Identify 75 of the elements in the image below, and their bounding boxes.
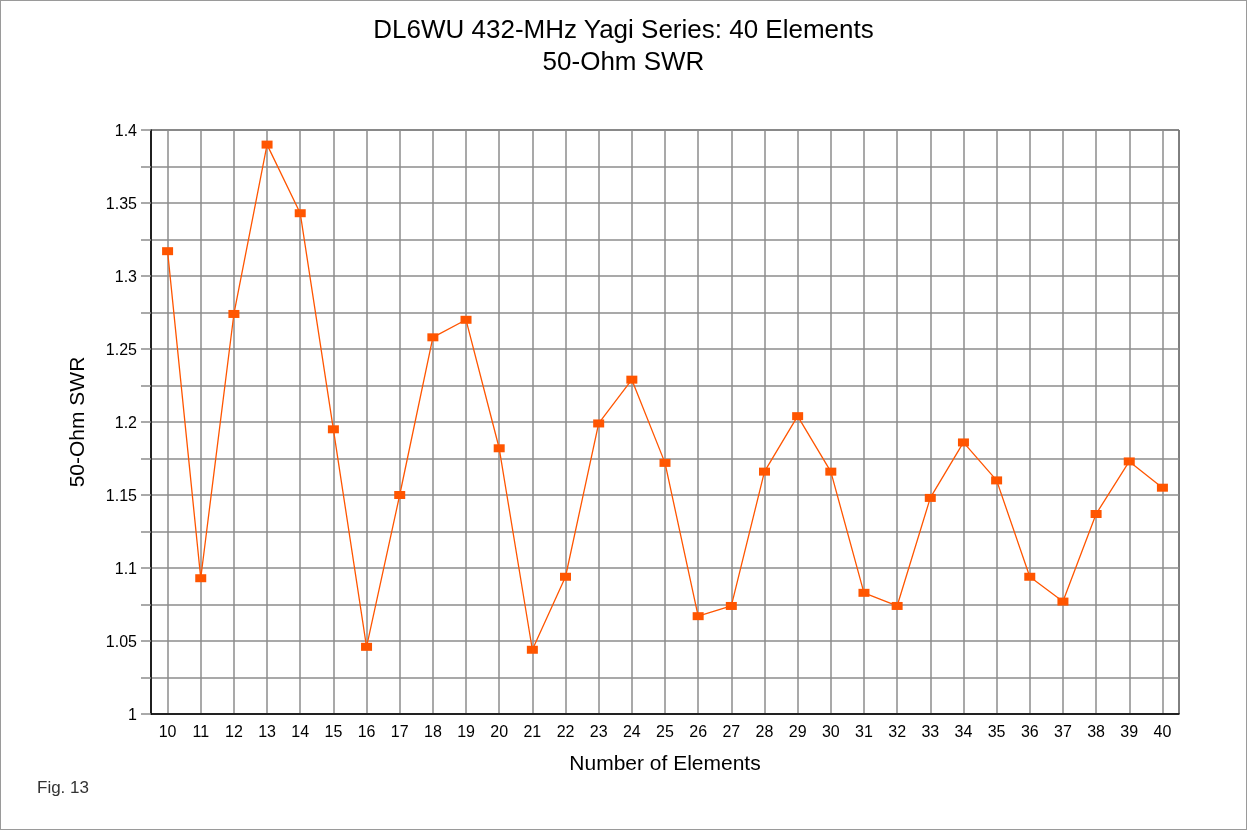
x-tick-label: 37 xyxy=(1054,722,1072,740)
point xyxy=(1123,457,1135,466)
point xyxy=(261,140,273,149)
y-tick-label: 1.15 xyxy=(105,486,138,504)
x-tick-label: 12 xyxy=(225,722,243,740)
x-tick-label: 27 xyxy=(722,722,741,740)
point xyxy=(228,309,240,318)
y-tick-label: 1.1 xyxy=(114,559,138,577)
x-tick-label: 20 xyxy=(490,722,509,740)
x-tick-label: 14 xyxy=(291,722,310,740)
y-tick-label: 1.2 xyxy=(114,413,138,431)
x-tick-label: 21 xyxy=(523,722,542,740)
point xyxy=(725,601,737,610)
x-tick-label: 38 xyxy=(1087,722,1106,740)
point xyxy=(1057,597,1069,606)
x-tick-label: 18 xyxy=(423,722,442,740)
point xyxy=(427,333,439,342)
x-tick-label: 35 xyxy=(987,722,1006,740)
point xyxy=(162,247,174,256)
y-tick-label: 1.05 xyxy=(105,632,138,650)
x-tick-label: 33 xyxy=(921,722,940,740)
point xyxy=(659,458,671,467)
x-tick-label: 39 xyxy=(1120,722,1139,740)
y-tick-label: 1.3 xyxy=(114,267,138,285)
x-tick-label: 24 xyxy=(622,722,641,740)
point xyxy=(1090,509,1102,518)
x-tick-label: 11 xyxy=(192,722,210,740)
point xyxy=(294,209,306,218)
x-axis-title: Number of Elements xyxy=(569,751,761,774)
point xyxy=(891,601,903,610)
x-tick-label: 30 xyxy=(821,722,840,740)
point xyxy=(195,574,207,583)
x-tick-label: 28 xyxy=(755,722,774,740)
y-tick-label: 1.4 xyxy=(114,121,138,139)
y-tick-label: 1 xyxy=(128,705,138,723)
point xyxy=(1024,572,1036,581)
y-tick-label: 1.35 xyxy=(105,194,138,212)
point xyxy=(991,476,1003,485)
x-tick-label: 25 xyxy=(656,722,674,740)
point xyxy=(493,444,505,453)
caption: Fig. 13 xyxy=(37,778,89,797)
x-tick-label: 15 xyxy=(324,722,343,740)
y-tick-label: 1.25 xyxy=(105,340,138,358)
x-tick-label: 29 xyxy=(788,722,807,740)
point xyxy=(593,419,605,428)
x-tick-label: 34 xyxy=(954,722,973,740)
x-tick-label: 40 xyxy=(1153,722,1172,740)
point xyxy=(692,612,704,621)
point xyxy=(626,375,638,384)
point xyxy=(460,315,472,324)
point xyxy=(792,412,804,421)
x-tick-label: 36 xyxy=(1020,722,1039,740)
point xyxy=(858,588,870,597)
x-tick-label: 32 xyxy=(888,722,907,740)
x-tick-label: 31 xyxy=(855,722,873,740)
x-tick-label: 26 xyxy=(689,722,708,740)
point xyxy=(957,438,969,447)
x-tick-label: 10 xyxy=(158,722,177,740)
chart-title: DL6WU 432-MHz Yagi Series: 40 Elements xyxy=(373,14,874,44)
point xyxy=(924,493,936,502)
point xyxy=(526,645,538,654)
chart-subtitle: 50-Ohm SWR xyxy=(542,46,705,76)
x-tick-label: 23 xyxy=(589,722,608,740)
x-tick-label: 16 xyxy=(357,722,376,740)
point xyxy=(327,425,339,434)
point xyxy=(361,642,373,651)
x-tick-label: 17 xyxy=(390,722,409,740)
point xyxy=(825,467,837,476)
x-tick-label: 22 xyxy=(556,722,575,740)
point xyxy=(560,572,572,581)
x-tick-label: 19 xyxy=(457,722,476,740)
point xyxy=(758,467,770,476)
y-axis-title: 50-Ohm SWR xyxy=(65,356,88,488)
x-tick-label: 13 xyxy=(258,722,277,740)
point xyxy=(1156,483,1168,492)
